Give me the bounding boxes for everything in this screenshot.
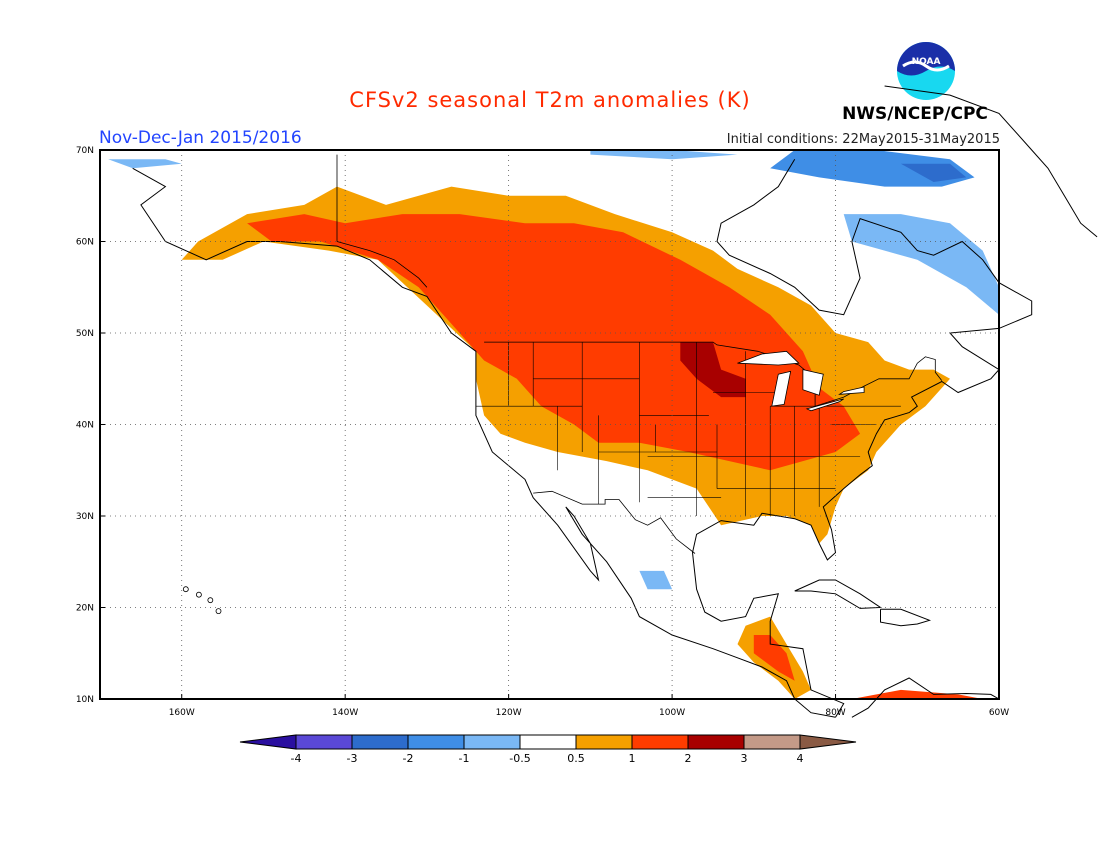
colorbar-label: -3: [347, 752, 358, 765]
border-us-mexico: [533, 490, 696, 554]
colorbar-label: 3: [741, 752, 748, 765]
lat-tick-label: 70N: [76, 146, 94, 156]
map-title: CFSv2 seasonal T2m anomalies (K): [349, 88, 751, 112]
lake-ontario: [838, 386, 865, 395]
colorbar-segment: [519, 734, 577, 750]
colorbar-label: 2: [685, 752, 692, 765]
hawaii-island: [207, 597, 214, 604]
lake-michigan: [771, 370, 792, 407]
coastline-south-america: [851, 677, 1000, 718]
logo-text: NOAA: [912, 57, 941, 67]
hawaii-island: [182, 586, 189, 593]
lat-tick-label: 30N: [76, 512, 94, 522]
cool-region-bering: [108, 159, 182, 169]
colorbar-label: -4: [291, 752, 302, 765]
cool-region-baffin: [770, 150, 975, 187]
noaa-logo: NOAA: [897, 42, 955, 100]
colorbar-segment: [351, 734, 409, 750]
colorbar-segment: [575, 734, 633, 750]
colorbar-label: 4: [797, 752, 804, 765]
colorbar-label: 0.5: [567, 752, 585, 765]
lat-tick-label: 60N: [76, 238, 94, 248]
coastline-hispaniola: [880, 608, 932, 627]
colorbar-segment: [463, 734, 521, 750]
central-america-hot: [753, 635, 795, 681]
initial-conditions: Initial conditions: 22May2015-31May2015: [726, 132, 1000, 147]
south-america-warm: [851, 689, 983, 699]
lat-tick-label: 40N: [76, 421, 94, 431]
colorbar-label: 1: [629, 752, 636, 765]
forecast-period: Nov-Dec-Jan 2015/2016: [99, 128, 302, 148]
colorbar-label: -2: [403, 752, 414, 765]
colorbar-label: -1: [459, 752, 470, 765]
lon-tick-label: 60W: [989, 708, 1009, 718]
coastline-north-america: [132, 167, 836, 718]
hawaii-island: [195, 591, 202, 598]
coastlines: [132, 85, 1098, 718]
hawaii-island: [215, 608, 222, 615]
coastline-gulf: [691, 158, 1033, 718]
axis-ticks: 70N 60N 50N 40N 30N 20N 10N 160W 140W 120W 100W 80W…: [76, 146, 1009, 718]
cool-region-mexico: [639, 570, 673, 590]
lon-tick-label: 80W: [825, 708, 845, 718]
lake-superior: [737, 350, 800, 366]
lat-tick-label: 50N: [76, 329, 94, 339]
lon-tick-label: 100W: [659, 708, 685, 718]
cool-region-hudson: [843, 214, 999, 315]
colorbar: -4 -3 -2 -1 -0.5 0.5 1 2 3 4: [239, 734, 857, 765]
colorbar-segment: [407, 734, 465, 750]
lake-erie: [805, 398, 844, 412]
border-us-canada-alaska: [336, 241, 428, 288]
colorbar-segment: [631, 734, 689, 750]
colorbar-segment: [687, 734, 745, 750]
lon-tick-label: 160W: [169, 708, 195, 718]
lon-tick-label: 140W: [332, 708, 358, 718]
colorbar-segment: [295, 734, 353, 750]
coastline-greenland: [884, 85, 1098, 238]
lake-huron: [802, 369, 824, 396]
colorbar-arrow-right: [799, 734, 857, 750]
lon-tick-label: 120W: [496, 708, 522, 718]
lat-tick-label: 20N: [76, 604, 94, 614]
agency-label: NWS/NCEP/CPC: [842, 104, 988, 124]
colorbar-segment: [743, 734, 801, 750]
cool-region-baffin-strong: [900, 163, 967, 182]
colorbar-arrow-left: [239, 734, 297, 750]
colorbar-label: -0.5: [509, 752, 530, 765]
cool-region-arctic: [590, 150, 738, 160]
lat-tick-label: 10N: [76, 695, 94, 705]
